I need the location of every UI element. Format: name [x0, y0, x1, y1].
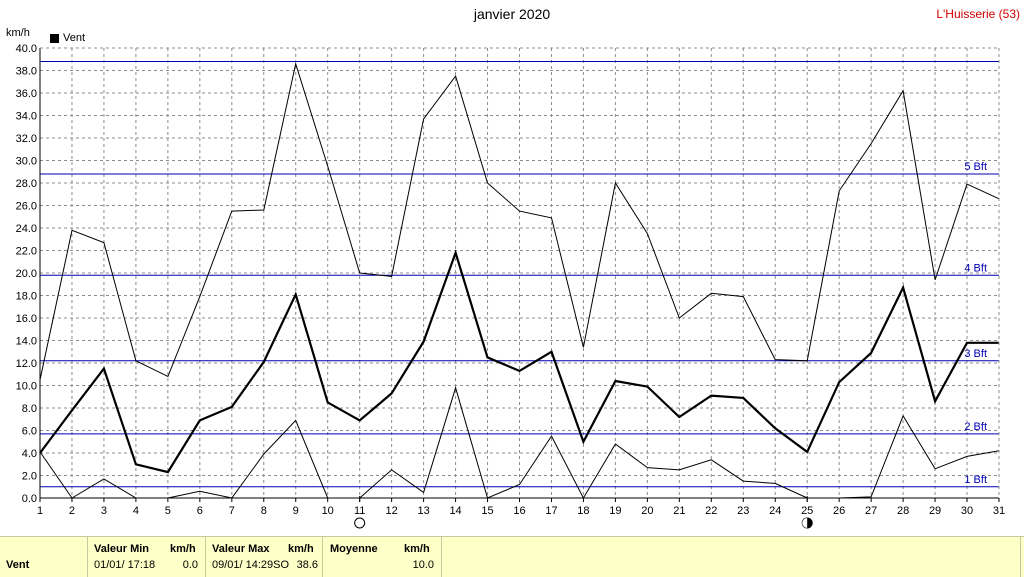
- x-tick-label: 17: [545, 505, 557, 517]
- min-unit: km/h: [170, 543, 196, 555]
- max-header: Valeur Max: [212, 543, 270, 555]
- x-tick-label: 13: [417, 505, 429, 517]
- y-tick-label: 4.0: [22, 448, 37, 460]
- y-tick-label: 24.0: [16, 223, 37, 235]
- max-date: 09/01/ 14:29SO: [212, 559, 290, 571]
- y-tick-label: 20.0: [16, 268, 37, 280]
- x-tick-label: 21: [673, 505, 685, 517]
- x-tick-label: 5: [165, 505, 171, 517]
- beaufort-label: 3 Bft: [964, 348, 987, 360]
- x-tick-label: 15: [481, 505, 493, 517]
- x-tick-label: 25: [801, 505, 813, 517]
- x-tick-label: 11: [354, 505, 365, 517]
- x-tick-label: 27: [865, 505, 877, 517]
- x-tick-label: 8: [261, 505, 267, 517]
- x-tick-label: 30: [961, 505, 973, 517]
- station-name: L'Huisserie (53): [936, 7, 1020, 21]
- y-tick-label: 18.0: [16, 291, 37, 303]
- legend-label: Vent: [63, 32, 86, 44]
- max-unit: km/h: [288, 543, 314, 555]
- y-tick-label: 30.0: [16, 156, 37, 168]
- min-value: 0.0: [182, 559, 198, 571]
- y-tick-label: 28.0: [16, 178, 37, 190]
- moon-phases: [354, 496, 813, 529]
- beaufort-label: 2 Bft: [964, 421, 987, 433]
- chart-grid: [40, 48, 999, 498]
- max-value: 38.6: [296, 559, 318, 571]
- wind-chart: 1 Bft 2 Bft 3 Bft 4 Bft 5 Bft 0.0 2.0 4.0 6.0 8.…: [16, 43, 1005, 529]
- x-tick-label: 23: [737, 505, 749, 517]
- beaufort-label: 4 Bft: [964, 262, 987, 274]
- y-tick-label: 6.0: [22, 426, 37, 438]
- avg-value: 10.0: [412, 559, 434, 571]
- chart-title: janvier 2020: [473, 6, 551, 22]
- x-tick-label: 28: [897, 505, 909, 517]
- x-tick-label: 19: [609, 505, 621, 517]
- x-tick-label: 18: [577, 505, 589, 517]
- y-tick-label: 14.0: [16, 336, 37, 348]
- x-tick-label: 2: [69, 505, 75, 517]
- y-tick-label: 22.0: [16, 246, 37, 258]
- beaufort-lines: 1 Bft 2 Bft 3 Bft 4 Bft 5 Bft: [40, 61, 999, 488]
- y-tick-label: 10.0: [16, 381, 37, 393]
- avg-header: Moyenne: [330, 543, 378, 555]
- x-tick-label: 9: [293, 505, 299, 517]
- legend-swatch: [50, 33, 59, 43]
- x-tick-label: 26: [833, 505, 845, 517]
- series-line-mean: [39, 249, 999, 474]
- x-tick-label: 20: [641, 505, 653, 517]
- y-tick-label: 12.0: [16, 358, 37, 370]
- stats-footer: Vent Valeur Min km/h 01/01/ 17:18 0.0 Va…: [0, 536, 1024, 577]
- y-tick-label: 36.0: [16, 88, 37, 100]
- y-tick-label: 40.0: [16, 43, 37, 55]
- x-tick-labels: 1 2 3 4 5 6 7 8 9 10 11 12 13 14 15 16 17 18 19 20 21 22 23 24 2…: [37, 505, 1005, 517]
- x-tick-label: 4: [133, 505, 139, 517]
- min-date: 01/01/ 17:18: [94, 559, 156, 571]
- x-tick-label: 10: [322, 505, 334, 517]
- full-moon-icon: [354, 517, 366, 529]
- x-tick-label: 29: [929, 505, 941, 517]
- legend: Vent: [50, 32, 85, 44]
- avg-unit: km/h: [404, 543, 430, 555]
- y-tick-label: 16.0: [16, 313, 37, 325]
- x-tick-label: 1: [37, 505, 43, 517]
- x-tick-label: 6: [197, 505, 203, 517]
- x-tick-label: 14: [449, 505, 461, 517]
- chart-axes: [39, 47, 1000, 502]
- x-tick-label: 31: [993, 505, 1005, 517]
- x-tick-label: 16: [513, 505, 525, 517]
- x-tick-label: 12: [386, 505, 398, 517]
- beaufort-label: 5 Bft: [964, 161, 987, 173]
- y-tick-label: 38.0: [16, 66, 37, 78]
- y-tick-label: 34.0: [16, 111, 37, 123]
- x-tick-label: 3: [101, 505, 107, 517]
- y-tick-labels: 0.0 2.0 4.0 6.0 8.0 10.0 12.0 14.0 16.0 18.0 20.0 2…: [16, 43, 37, 505]
- y-tick-label: 32.0: [16, 133, 37, 145]
- x-tick-label: 24: [769, 505, 781, 517]
- min-header: Valeur Min: [94, 543, 150, 555]
- moon-highlight: [802, 518, 808, 528]
- series-line-max: [39, 61, 1000, 381]
- y-tick-label: 0.0: [22, 493, 37, 505]
- footer-series-label: Vent: [6, 559, 30, 571]
- y-tick-label: 2.0: [22, 471, 37, 483]
- y-tick-label: 26.0: [16, 201, 37, 213]
- y-axis-unit: km/h: [6, 27, 30, 39]
- x-tick-label: 7: [229, 505, 235, 517]
- x-tick-label: 22: [705, 505, 717, 517]
- y-tick-label: 8.0: [22, 403, 37, 415]
- beaufort-label: 1 Bft: [964, 474, 987, 486]
